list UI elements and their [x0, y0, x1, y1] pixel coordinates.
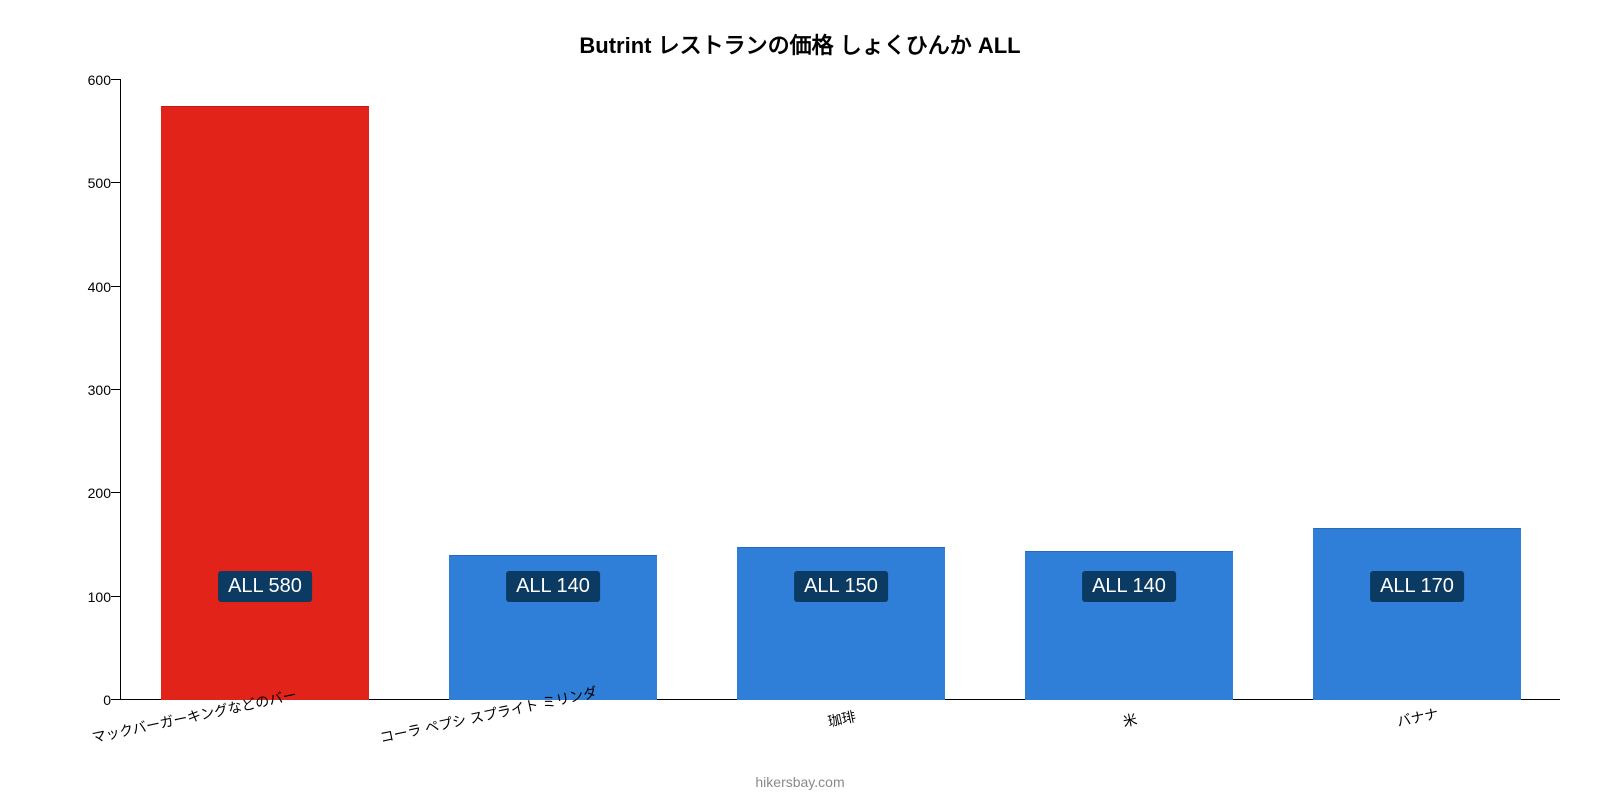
bar: ALL 140 — [449, 555, 656, 700]
y-tick-label: 0 — [66, 692, 111, 708]
bars-layer: ALL 580 ALL 140 ALL 150 ALL 140 ALL 170 — [121, 80, 1560, 700]
bar-value-badge: ALL 170 — [1370, 571, 1464, 602]
y-tick — [111, 699, 121, 700]
y-tick-label: 200 — [66, 485, 111, 501]
chart-container: Butrint レストランの価格 しょくひんか ALL 0 100 200 300 40… — [0, 0, 1600, 800]
y-tick — [111, 596, 121, 597]
y-tick — [111, 492, 121, 493]
bar-slot: ALL 140 — [985, 80, 1273, 700]
bar-value-badge: ALL 150 — [794, 571, 888, 602]
bar-slot: ALL 140 — [409, 80, 697, 700]
bar-value-badge: ALL 140 — [506, 571, 600, 602]
x-axis-label: 米 — [1121, 709, 1139, 731]
bar: ALL 580 — [161, 106, 368, 700]
bar-value-badge: ALL 580 — [218, 571, 312, 602]
bar: ALL 150 — [737, 547, 944, 700]
y-tick-label: 600 — [66, 72, 111, 88]
bar: ALL 140 — [1025, 551, 1232, 700]
x-axis-label: バナナ — [1395, 703, 1440, 731]
bar-slot: ALL 580 — [121, 80, 409, 700]
chart-title: Butrint レストランの価格 しょくひんか ALL — [0, 28, 1600, 60]
y-tick — [111, 79, 121, 80]
source-attribution: hikersbay.com — [0, 774, 1600, 790]
bar-slot: ALL 170 — [1273, 80, 1561, 700]
y-tick-label: 400 — [66, 279, 111, 295]
y-tick-label: 100 — [66, 589, 111, 605]
y-tick — [111, 286, 121, 287]
plot-area: 0100200300400500600 ALL 580ALL 140ALL 15… — [120, 80, 1560, 700]
x-axis-labels: マックバーガーキングなどのバーコーラ ペプシ スプライト ミリンダ珈琲米バナナ — [120, 706, 1560, 776]
y-tick — [111, 182, 121, 183]
y-tick — [111, 389, 121, 390]
bar: ALL 170 — [1313, 528, 1520, 700]
bar-slot: ALL 150 — [697, 80, 985, 700]
bar-value-badge: ALL 140 — [1082, 571, 1176, 602]
y-tick-label: 300 — [66, 382, 111, 398]
x-axis-label: 珈琲 — [826, 706, 858, 731]
y-tick-label: 500 — [66, 175, 111, 191]
